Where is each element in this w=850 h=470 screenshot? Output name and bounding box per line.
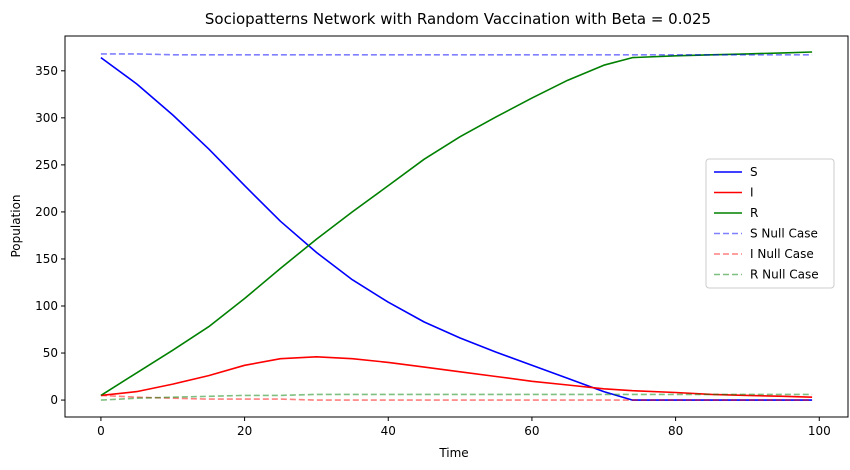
legend-label: R Null Case <box>750 268 819 282</box>
y-axis: 0 50 100 150 200 250 300 350 <box>35 64 65 407</box>
legend-box <box>705 158 835 289</box>
legend-label: I Null Case <box>750 247 814 261</box>
y-tick-label: 150 <box>35 252 58 266</box>
y-tick-label: 200 <box>35 205 58 219</box>
legend-label: I <box>750 186 754 200</box>
plot-area <box>100 51 813 401</box>
y-tick-label: 250 <box>35 158 58 172</box>
y-tick-label: 50 <box>43 346 58 360</box>
legend-label: S Null Case <box>750 227 818 241</box>
y-tick-label: 300 <box>35 111 58 125</box>
legend-label: R <box>750 206 758 220</box>
x-tick-label: 20 <box>237 424 252 438</box>
series-line-s-null-case <box>100 53 813 56</box>
legend-label: S <box>750 165 758 179</box>
x-tick-label: 0 <box>97 424 105 438</box>
y-tick-label: 100 <box>35 299 58 313</box>
chart-title: Sociopatterns Network with Random Vaccin… <box>205 10 711 28</box>
legend: SIR S Null Case I Null Case R Null Case <box>705 158 835 289</box>
y-axis-label: Population <box>9 194 23 257</box>
x-axis: 0 20 40 60 80 100 <box>97 417 831 438</box>
x-tick-label: 100 <box>808 424 831 438</box>
y-tick-label: 350 <box>35 64 58 78</box>
series-line-r-null-case <box>100 393 813 401</box>
x-axis-label: Time <box>438 446 468 460</box>
x-tick-label: 80 <box>668 424 683 438</box>
series-line-i-null-case <box>100 394 813 401</box>
x-tick-label: 60 <box>524 424 539 438</box>
x-tick-label: 40 <box>381 424 396 438</box>
plot-frame <box>64 35 849 418</box>
y-tick-label: 0 <box>50 393 58 407</box>
